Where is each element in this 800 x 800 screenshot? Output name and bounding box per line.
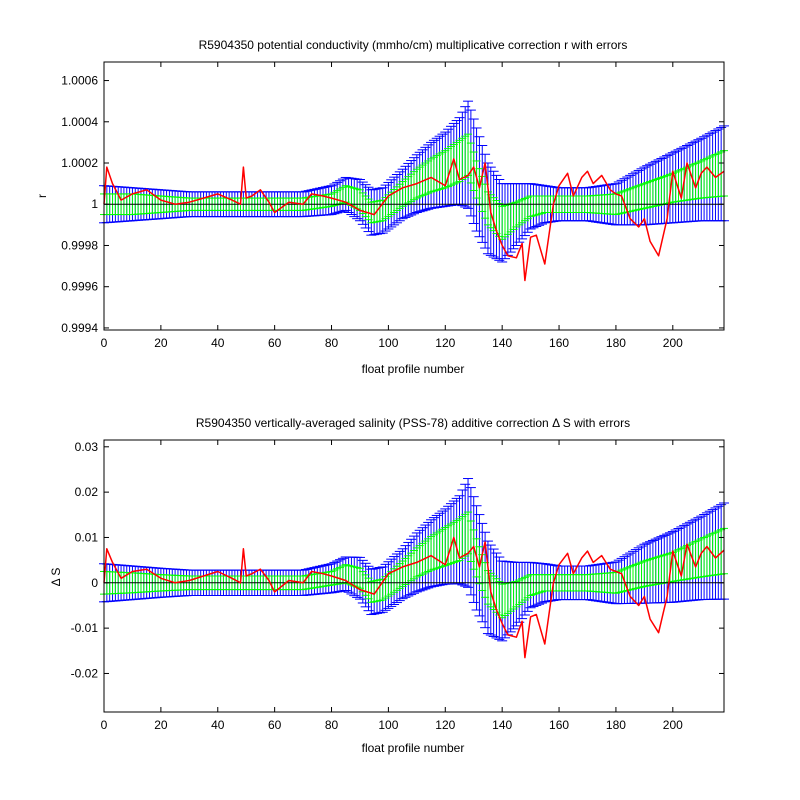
chart-ds-marks: [99, 478, 729, 659]
y-tick-label: -0.01: [71, 621, 99, 635]
y-tick-label: -0.02: [71, 666, 99, 680]
chart-ds-axes-frame: [103, 439, 725, 713]
y-tick-label: 1.0004: [61, 115, 98, 129]
chart-ds-ylabel: Δ S: [49, 568, 63, 587]
chart-ds-series-line: [103, 536, 725, 659]
chart-ds-yticks: -0.02 -0.01 0 0.01 0.02 0.03: [71, 440, 724, 680]
x-tick-label: 80: [325, 718, 339, 732]
x-tick-label: 20: [154, 336, 168, 350]
x-tick-label: 60: [268, 336, 282, 350]
x-tick-label: 140: [492, 718, 512, 732]
x-tick-label: 20: [154, 718, 168, 732]
x-tick-label: 160: [549, 336, 569, 350]
x-tick-label: 180: [606, 336, 626, 350]
x-tick-label: 180: [606, 718, 626, 732]
x-tick-label: 100: [378, 336, 398, 350]
chart-r-yticks: 0.9994 0.9996 0.9998 1 1.0002 1.0004 1.0006: [61, 74, 724, 335]
chart-ds-inner-errorbars: [100, 511, 728, 619]
y-tick-label: 1.0006: [61, 74, 98, 88]
y-tick-label: 1.0002: [61, 156, 98, 170]
chart-ds-xlabel: float profile number: [362, 741, 465, 755]
x-tick-label: 120: [435, 718, 455, 732]
x-tick-label: 160: [549, 718, 569, 732]
chart-r-xlabel: float profile number: [362, 362, 465, 376]
x-tick-label: 0: [101, 718, 108, 732]
x-tick-label: 200: [663, 718, 683, 732]
chart-ds-title: R5904350 vertically-averaged salinity (P…: [196, 416, 630, 430]
x-tick-label: 80: [325, 336, 339, 350]
x-tick-label: 100: [378, 718, 398, 732]
chart-r-inner-errorbars: [100, 133, 728, 240]
x-tick-label: 120: [435, 336, 455, 350]
chart-r-axes-frame: [103, 61, 725, 331]
chart-r-xticks: 0 20 40 60 80 100 120 140 160 180 200: [101, 62, 683, 350]
y-tick-label: 0.9994: [61, 321, 98, 335]
y-tick-label: 0.03: [75, 440, 99, 454]
chart-r-series-line: [103, 158, 725, 282]
chart-r-ylabel: r: [35, 194, 49, 198]
x-tick-label: 140: [492, 336, 512, 350]
x-tick-label: 40: [211, 336, 225, 350]
x-tick-label: 0: [101, 336, 108, 350]
y-tick-label: 0: [91, 576, 98, 590]
chart-r-panel: R5904350 potential conductivity (mmho/cm…: [35, 38, 729, 376]
y-tick-label: 0.02: [75, 485, 99, 499]
chart-ds-panel: R5904350 vertically-averaged salinity (P…: [49, 416, 729, 755]
y-tick-label: 1: [91, 197, 98, 211]
x-tick-label: 200: [663, 336, 683, 350]
x-tick-label: 60: [268, 718, 282, 732]
x-tick-label: 40: [211, 718, 225, 732]
chart-r-marks: [99, 100, 729, 282]
y-tick-label: 0.9998: [61, 238, 98, 252]
chart-ds-xticks: 0 20 40 60 80 100 120 140 160 180 200: [101, 440, 683, 732]
y-tick-label: 0.9996: [61, 280, 98, 294]
y-tick-label: 0.01: [75, 530, 99, 544]
chart-r-title: R5904350 potential conductivity (mmho/cm…: [199, 38, 628, 52]
